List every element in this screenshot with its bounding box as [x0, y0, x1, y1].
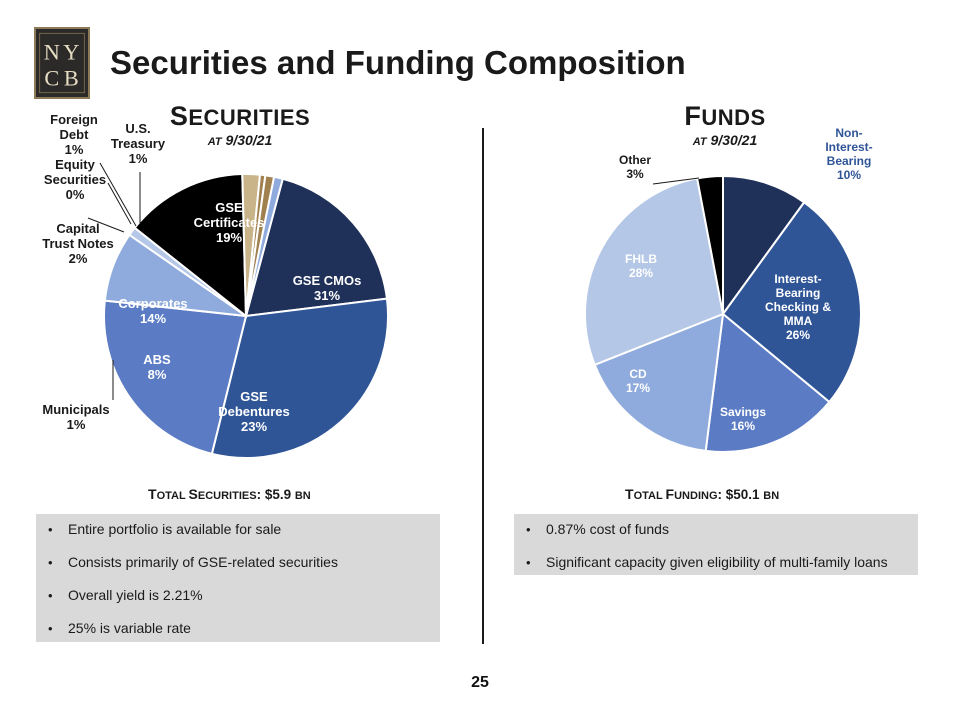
leader-line-capital-trust-notes: [87, 217, 125, 233]
funds-labels: Non-Interest-Bearing 10% Interest-Bearing C…: [619, 126, 873, 433]
label-us-treasury: U.S. Treasury 1%: [111, 121, 166, 166]
funds-total-otal: OTAL: [633, 490, 666, 502]
securities-slice-gse-debentures: [103, 299, 248, 456]
funds-total-t: T: [625, 486, 634, 502]
label-gse-certificates: GSE Certificates 19%: [194, 200, 265, 245]
vertical-divider: [482, 128, 484, 644]
funds-slice-savings: [704, 312, 831, 453]
securities-bullet: • Overall yield is 2.21%: [48, 585, 428, 618]
securities-heading: SECURITIES AT 9/30/21: [150, 101, 330, 148]
securities-bullet-text: Consists primarily of GSE-related securi…: [68, 554, 338, 570]
leader-line-foreign-debt: [99, 162, 137, 227]
logo-letter-y: Y: [63, 39, 79, 64]
securities-total-otal: OTAL: [156, 490, 189, 502]
funds-subheading-prefix: AT: [692, 136, 707, 148]
funds-subheading-date: 9/30/21: [706, 132, 758, 148]
label-leader-lines: [87, 162, 700, 400]
funds-total: TOTAL FUNDING: $50.1 BN: [625, 486, 779, 502]
funds-total-f: F: [665, 486, 675, 502]
label-municipals: Municipals 1%: [42, 402, 109, 432]
securities-slice-u-s-treasury: [245, 175, 284, 317]
logo-letter-c: C: [44, 65, 59, 90]
funds-total-unding: UNDING: [674, 490, 718, 502]
funds-heading-rest: UNDS: [701, 105, 766, 130]
funds-slice-interest-bearing-checking-mma: [721, 200, 862, 404]
funds-slice-fhlb: [584, 177, 725, 367]
funds-heading-first: F: [684, 101, 702, 131]
securities-heading-first: S: [169, 101, 189, 131]
label-corporates: Corporates 14%: [118, 296, 187, 326]
securities-labels: GSE Certificates 19% GSE CMOs 31% GSE Debentur…: [42, 112, 361, 434]
label-capital-trust-notes: Capital Trust Notes 2%: [42, 221, 114, 266]
label-other: Other 3%: [619, 153, 651, 181]
nycb-monogram: N Y C B: [39, 32, 85, 94]
securities-total-unit: BN: [294, 490, 311, 502]
securities-bullet-text: 25% is variable rate: [68, 620, 191, 636]
securities-bullet: • Entire portfolio is available for sale: [48, 519, 428, 552]
page-title: Securities and Funding Composition: [110, 44, 686, 81]
funds-total-unit: BN: [763, 490, 780, 502]
label-fhlb: FHLB 28%: [625, 252, 657, 280]
securities-subheading-date: 9/30/21: [221, 132, 273, 148]
securities-total-value: : $5.9: [256, 487, 295, 502]
leader-line-other: [652, 177, 700, 185]
securities-heading-rest: ECURITIES: [188, 105, 311, 130]
label-gse-debentures: GSE Debentures 23%: [218, 389, 290, 434]
page-number: 25: [471, 674, 489, 691]
label-savings: Savings 16%: [720, 405, 766, 433]
securities-bullet: • Consists primarily of GSE-related secur…: [48, 552, 428, 585]
funds-bullet-text: 0.87% cost of funds: [546, 521, 669, 537]
leader-line-equity-securities: [107, 182, 132, 225]
label-gse-cmos: GSE CMOs 31%: [293, 273, 362, 303]
securities-total-ecurities: ECURITIES: [197, 490, 257, 502]
securities-slice-gse-cmos: [210, 297, 389, 459]
funds-slice-cd: [593, 312, 725, 453]
securities-total-s: S: [188, 486, 198, 502]
logo-letter-n: N: [44, 39, 60, 64]
securities-total: TOTAL SECURITIES: $5.9 BN: [148, 486, 311, 502]
funds-heading: FUNDS AT 9/30/21: [640, 101, 810, 148]
securities-pie: [103, 173, 389, 459]
funds-slice-non-interest-bearing: [722, 174, 806, 318]
funds-bullet: • 0.87% cost of funds: [526, 519, 906, 552]
funds-bullet: • Significant capacity given eligibility …: [526, 552, 906, 585]
label-non-interest-bearing: Non-Interest-Bearing 10%: [825, 126, 872, 182]
securities-bullet-box: • Entire portfolio is available for sale …: [36, 514, 440, 642]
label-cd: CD 17%: [626, 367, 650, 395]
funds-bullet-box: • 0.87% cost of funds • Significant capaci…: [514, 514, 918, 575]
securities-slice-gse-certificates: [244, 177, 389, 318]
label-interest-bearing-checking-mma: Interest-Bearing Checking & MMA 26%: [765, 272, 831, 342]
securities-bullet-text: Overall yield is 2.21%: [68, 587, 203, 603]
securities-bullet-text: Entire portfolio is available for sale: [68, 521, 282, 537]
funds-pie: [584, 174, 862, 453]
funds-total-value: : $50.1: [717, 487, 764, 502]
label-foreign-debt: Foreign Debt 1%: [50, 112, 98, 157]
logo-letter-b: B: [64, 65, 79, 90]
label-abs: ABS 8%: [143, 352, 171, 382]
label-equity-securities: Equity Securities 0%: [44, 157, 106, 202]
securities-bullet: • 25% is variable rate: [48, 618, 428, 651]
securities-subheading-prefix: AT: [207, 136, 222, 148]
funds-bullet-text: Significant capacity given eligibility o…: [546, 554, 888, 570]
securities-total-t: T: [148, 486, 157, 502]
